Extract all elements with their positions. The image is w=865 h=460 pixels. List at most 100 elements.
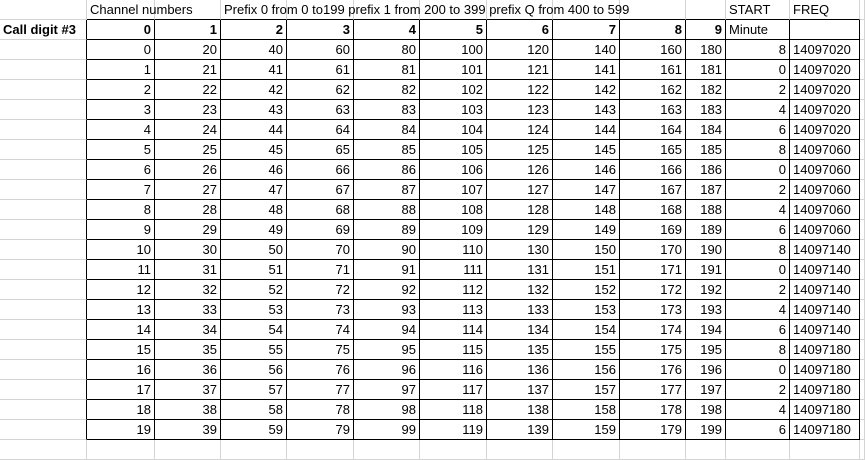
cell: 11 bbox=[87, 260, 155, 280]
sheet-row: 4 24 44 64 84 104 124 144 164 184 6 14097020 bbox=[0, 120, 865, 140]
cell: 132 bbox=[487, 280, 553, 300]
cell: 86 bbox=[354, 160, 420, 180]
cell: 116 bbox=[420, 360, 487, 380]
cell: 14097060 bbox=[790, 200, 860, 220]
cell: 85 bbox=[354, 140, 420, 160]
cell: 2 bbox=[726, 380, 790, 400]
cell: 150 bbox=[553, 240, 620, 260]
cell: 29 bbox=[155, 220, 221, 240]
sheet-row: Channel numbers Prefix 0 from 0 to199 pre… bbox=[0, 0, 865, 20]
sheet-row: 8 28 48 68 88 108 128 148 168 188 4 14097060 bbox=[0, 200, 865, 220]
cell: 131 bbox=[487, 260, 553, 280]
cell: 118 bbox=[420, 400, 487, 420]
cell: 180 bbox=[686, 40, 726, 60]
cell: 68 bbox=[287, 200, 354, 220]
cell: 2 bbox=[726, 180, 790, 200]
cell: 54 bbox=[221, 320, 287, 340]
cell: 72 bbox=[287, 280, 354, 300]
cell: 42 bbox=[221, 80, 287, 100]
cell bbox=[0, 440, 87, 460]
sheet-row: 12 32 52 72 92 112 132 152 172 192 2 14097140 bbox=[0, 280, 865, 300]
cell: 8 bbox=[726, 40, 790, 60]
cell: START bbox=[726, 0, 790, 20]
cell bbox=[860, 380, 865, 400]
cell: 2 bbox=[726, 80, 790, 100]
cell: 9 bbox=[87, 220, 155, 240]
cell: 146 bbox=[553, 160, 620, 180]
cell: 84 bbox=[354, 120, 420, 140]
cell bbox=[420, 440, 487, 460]
cell: 94 bbox=[354, 320, 420, 340]
cell bbox=[487, 0, 553, 20]
cell bbox=[860, 340, 865, 360]
cell bbox=[0, 220, 87, 240]
cell bbox=[0, 300, 87, 320]
cell: 104 bbox=[420, 120, 487, 140]
cell: 93 bbox=[354, 300, 420, 320]
cell: 172 bbox=[620, 280, 686, 300]
cell: 0 bbox=[726, 260, 790, 280]
cell bbox=[860, 20, 865, 40]
cell: 4 bbox=[726, 200, 790, 220]
cell: Minute bbox=[726, 20, 790, 40]
cell: 105 bbox=[420, 140, 487, 160]
cell: 78 bbox=[287, 400, 354, 420]
cell: 97 bbox=[354, 380, 420, 400]
cell: 20 bbox=[155, 40, 221, 60]
cell: 76 bbox=[287, 360, 354, 380]
cell: 14097140 bbox=[790, 260, 860, 280]
cell: 66 bbox=[287, 160, 354, 180]
cell: 62 bbox=[287, 80, 354, 100]
cell: 6 bbox=[726, 420, 790, 440]
cell bbox=[0, 120, 87, 140]
cell: 8 bbox=[726, 240, 790, 260]
cell: 59 bbox=[221, 420, 287, 440]
cell: 48 bbox=[221, 200, 287, 220]
cell bbox=[0, 200, 87, 220]
cell: 188 bbox=[686, 200, 726, 220]
cell: 41 bbox=[221, 60, 287, 80]
cell: 28 bbox=[155, 200, 221, 220]
cell: 14097020 bbox=[790, 60, 860, 80]
cell: 141 bbox=[553, 60, 620, 80]
cell: 138 bbox=[487, 400, 553, 420]
cell bbox=[420, 0, 487, 20]
cell: 158 bbox=[553, 400, 620, 420]
cell bbox=[860, 120, 865, 140]
cell: 135 bbox=[487, 340, 553, 360]
cell: 102 bbox=[420, 80, 487, 100]
cell bbox=[726, 440, 790, 460]
cell bbox=[0, 60, 87, 80]
sheet-row: 0 20 40 60 80 100 120 140 160 180 8 14097020 bbox=[0, 40, 865, 60]
cell: 6 bbox=[487, 20, 553, 40]
cell: 14097020 bbox=[790, 40, 860, 60]
cell: 14097060 bbox=[790, 220, 860, 240]
sheet-row: 1 21 41 61 81 101 121 141 161 181 0 14097020 bbox=[0, 60, 865, 80]
cell: 80 bbox=[354, 40, 420, 60]
cell: 160 bbox=[620, 40, 686, 60]
cell: 61 bbox=[287, 60, 354, 80]
cell: 14097060 bbox=[790, 180, 860, 200]
cell: 15 bbox=[87, 340, 155, 360]
cell: 0 bbox=[726, 60, 790, 80]
cell bbox=[860, 260, 865, 280]
cell: 8 bbox=[620, 20, 686, 40]
cell: 163 bbox=[620, 100, 686, 120]
cell: 46 bbox=[221, 160, 287, 180]
cell: 3 bbox=[287, 20, 354, 40]
cell: 27 bbox=[155, 180, 221, 200]
cell: 90 bbox=[354, 240, 420, 260]
cell: 8 bbox=[726, 140, 790, 160]
cell: 1 bbox=[155, 20, 221, 40]
cell: 6 bbox=[87, 160, 155, 180]
cell: 197 bbox=[686, 380, 726, 400]
cell: 57 bbox=[221, 380, 287, 400]
cell: 173 bbox=[620, 300, 686, 320]
cell: 155 bbox=[553, 340, 620, 360]
cell: 199 bbox=[686, 420, 726, 440]
cell: 56 bbox=[221, 360, 287, 380]
cell bbox=[860, 180, 865, 200]
cell: 177 bbox=[620, 380, 686, 400]
cell bbox=[0, 140, 87, 160]
